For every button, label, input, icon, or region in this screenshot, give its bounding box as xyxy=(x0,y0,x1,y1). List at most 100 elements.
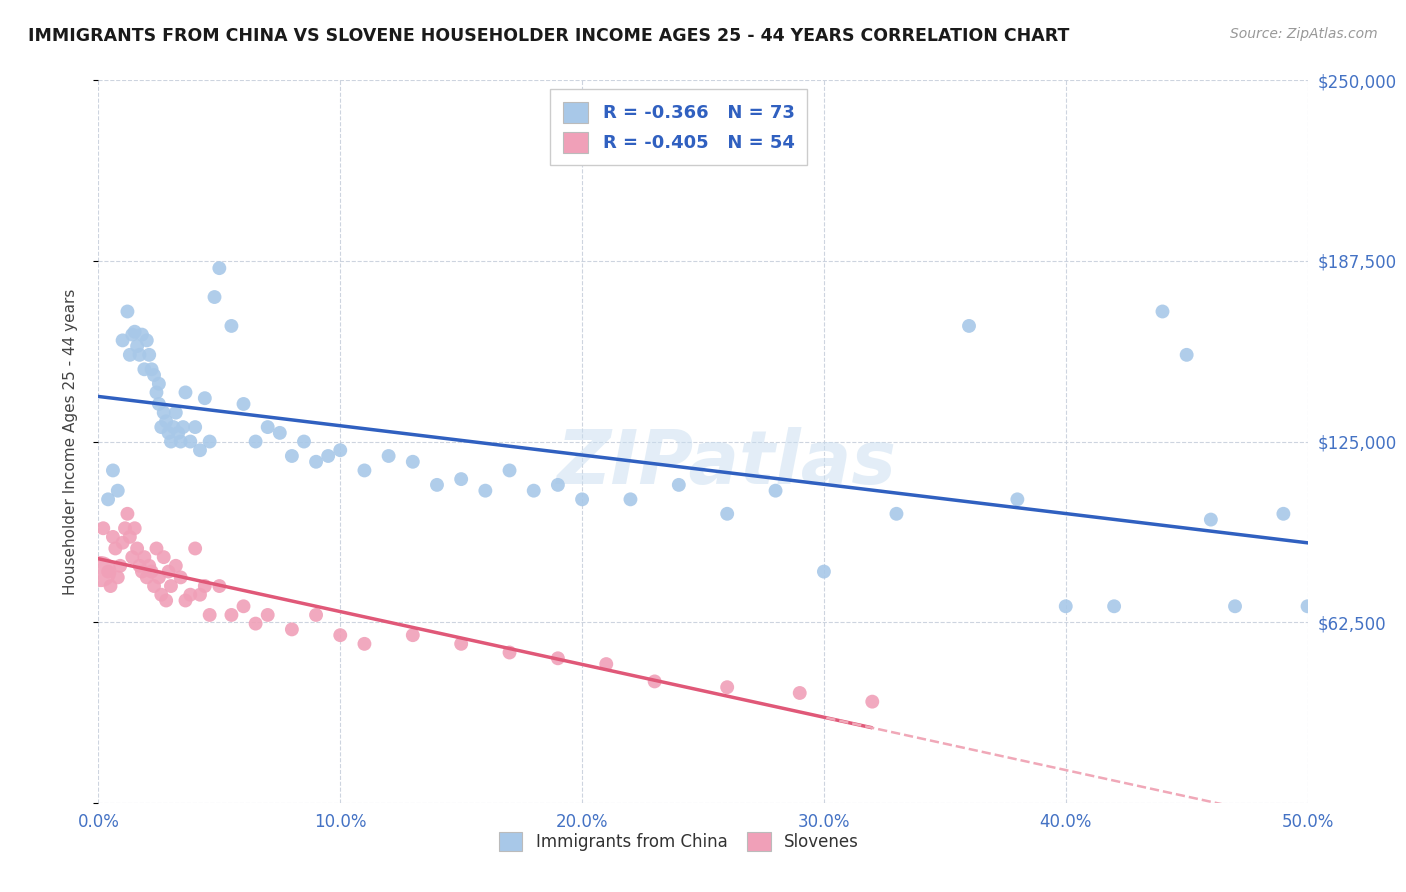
Point xyxy=(174,385,197,400)
Point xyxy=(127,339,149,353)
Point xyxy=(143,579,166,593)
Point xyxy=(256,607,278,622)
Point xyxy=(141,565,163,579)
Point xyxy=(204,290,226,304)
Point xyxy=(124,521,146,535)
Point xyxy=(145,541,167,556)
Point xyxy=(765,483,787,498)
Point xyxy=(957,318,980,333)
Point xyxy=(121,550,143,565)
Point xyxy=(131,565,153,579)
Point xyxy=(101,463,124,477)
Point xyxy=(716,680,738,694)
Point xyxy=(97,492,120,507)
Point xyxy=(644,674,666,689)
Point xyxy=(91,521,114,535)
Point xyxy=(221,607,243,622)
Point xyxy=(114,521,136,535)
Point xyxy=(174,593,197,607)
Point xyxy=(90,565,112,579)
Point xyxy=(571,492,593,507)
Point xyxy=(194,391,217,405)
Text: IMMIGRANTS FROM CHINA VS SLOVENE HOUSEHOLDER INCOME AGES 25 - 44 YEARS CORRELATI: IMMIGRANTS FROM CHINA VS SLOVENE HOUSEHO… xyxy=(28,27,1070,45)
Point xyxy=(194,579,217,593)
Point xyxy=(595,657,617,671)
Point xyxy=(167,425,190,440)
Point xyxy=(155,414,177,428)
Point xyxy=(135,570,157,584)
Point xyxy=(198,434,221,449)
Point xyxy=(141,362,163,376)
Point xyxy=(498,463,520,477)
Point xyxy=(100,579,122,593)
Point xyxy=(789,686,811,700)
Point xyxy=(134,550,156,565)
Point xyxy=(152,550,174,565)
Point xyxy=(111,535,134,549)
Point xyxy=(165,558,187,573)
Point xyxy=(148,376,170,391)
Point xyxy=(169,434,191,449)
Point xyxy=(547,651,569,665)
Point xyxy=(316,449,339,463)
Point xyxy=(198,607,221,622)
Point xyxy=(111,334,134,348)
Point xyxy=(117,304,139,318)
Point xyxy=(329,628,352,642)
Point xyxy=(232,397,254,411)
Point xyxy=(118,348,141,362)
Point xyxy=(245,434,267,449)
Y-axis label: Householder Income Ages 25 - 44 years: Householder Income Ages 25 - 44 years xyxy=(63,288,77,595)
Point xyxy=(184,541,207,556)
Point xyxy=(184,420,207,434)
Legend: Immigrants from China, Slovenes: Immigrants from China, Slovenes xyxy=(491,823,868,860)
Point xyxy=(377,449,399,463)
Point xyxy=(152,406,174,420)
Point xyxy=(179,434,201,449)
Point xyxy=(547,478,569,492)
Point xyxy=(498,646,520,660)
Point xyxy=(353,463,375,477)
Point xyxy=(523,483,546,498)
Point xyxy=(150,588,173,602)
Point xyxy=(107,483,129,498)
Point xyxy=(668,478,690,492)
Point xyxy=(155,593,177,607)
Point xyxy=(118,530,141,544)
Point xyxy=(188,588,211,602)
Point xyxy=(450,637,472,651)
Point xyxy=(169,570,191,584)
Point xyxy=(1223,599,1246,614)
Point xyxy=(886,507,908,521)
Point xyxy=(143,368,166,382)
Point xyxy=(281,623,304,637)
Point xyxy=(104,541,127,556)
Point xyxy=(160,434,183,449)
Point xyxy=(716,507,738,521)
Point xyxy=(1007,492,1029,507)
Point xyxy=(402,455,425,469)
Point xyxy=(208,261,231,276)
Point xyxy=(813,565,835,579)
Point xyxy=(179,588,201,602)
Point xyxy=(1272,507,1295,521)
Point xyxy=(124,325,146,339)
Point xyxy=(256,420,278,434)
Point xyxy=(221,318,243,333)
Point xyxy=(269,425,291,440)
Point xyxy=(128,348,150,362)
Point xyxy=(1175,348,1198,362)
Point xyxy=(101,530,124,544)
Point xyxy=(157,425,180,440)
Point xyxy=(281,449,304,463)
Point xyxy=(108,558,131,573)
Point xyxy=(1296,599,1319,614)
Text: Source: ZipAtlas.com: Source: ZipAtlas.com xyxy=(1230,27,1378,41)
Point xyxy=(188,443,211,458)
Point xyxy=(138,348,160,362)
Point xyxy=(134,362,156,376)
Point xyxy=(131,327,153,342)
Point xyxy=(208,579,231,593)
Point xyxy=(138,558,160,573)
Point xyxy=(145,385,167,400)
